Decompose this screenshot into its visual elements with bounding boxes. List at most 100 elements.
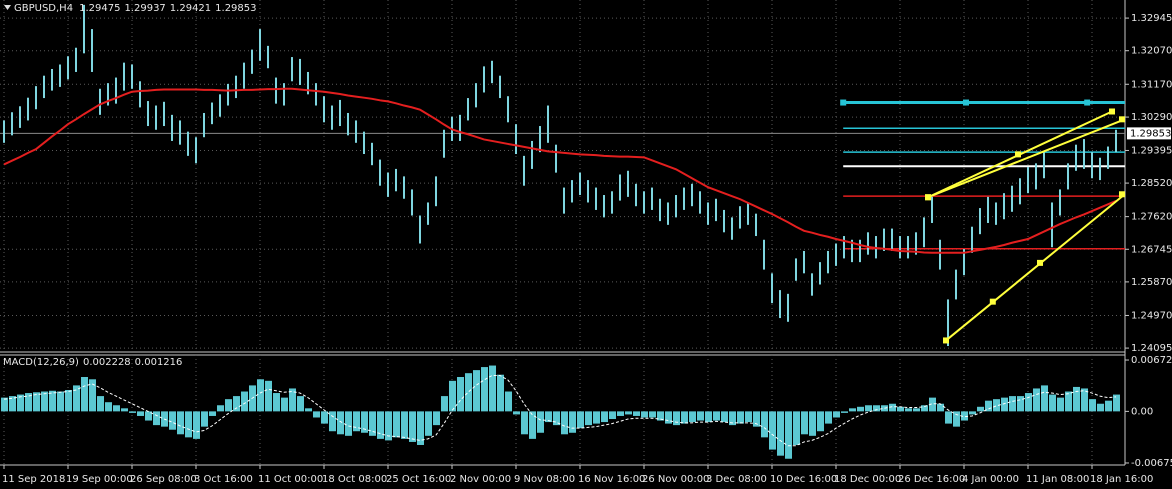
x-tick-label: 3 Dec 08:00 — [706, 474, 767, 485]
y-tick-label: 1.30290 — [1131, 112, 1172, 123]
macd-bar — [497, 374, 504, 412]
macd-bar — [385, 411, 392, 441]
macd-bar — [49, 390, 56, 412]
macd-bar — [233, 396, 240, 412]
macd-bar — [873, 405, 880, 412]
macd-bar — [337, 411, 344, 435]
y-tick-label: 1.25870 — [1131, 277, 1172, 288]
trendline-handle — [1037, 259, 1043, 266]
macd-bar — [217, 405, 224, 412]
macd-bar — [153, 411, 160, 426]
chart-header: GBPUSD,H4 1.29475 1.29937 1.29421 1.29853 — [14, 3, 257, 14]
macd-bar — [489, 365, 496, 412]
macd-bar — [401, 411, 408, 439]
macd-bar — [241, 391, 248, 412]
macd-signal — [3, 374, 1117, 447]
macd-bar — [985, 400, 992, 412]
macd-bar — [33, 392, 40, 412]
high: 1.29937 — [124, 3, 165, 14]
macd-bar — [41, 391, 48, 412]
macd-bar — [761, 411, 768, 438]
macd-bar — [185, 411, 192, 438]
y-tick-label: 1.24095 — [1131, 343, 1172, 354]
macd-bar — [785, 411, 792, 459]
menu-triangle[interactable] — [4, 5, 11, 10]
open: 1.29475 — [79, 3, 120, 14]
x-tick-label: 10 Dec 16:00 — [770, 474, 837, 485]
macd-bar — [465, 373, 472, 412]
macd-bar — [1097, 403, 1104, 412]
y-tick-label: 1.32945 — [1131, 13, 1172, 24]
y-tick-label: 1.32070 — [1131, 46, 1172, 57]
x-tick-label: 25 Oct 16:00 — [386, 474, 451, 485]
macd-bar — [305, 408, 312, 412]
macd-bar — [625, 411, 632, 415]
macd-bar — [1057, 397, 1064, 412]
macd-bar — [1105, 400, 1112, 412]
macd-bar — [281, 397, 288, 412]
macd-bar — [193, 411, 200, 439]
macd-bar — [425, 411, 432, 436]
indicator-name: MACD(12,26,9) — [3, 357, 79, 368]
macd-bar — [265, 380, 272, 412]
x-tick-label: 16 Nov 16:00 — [578, 474, 645, 485]
macd-bar — [801, 411, 808, 435]
x-tick-label: 4 Jan 00:00 — [962, 474, 1019, 485]
trendline-handle — [943, 337, 949, 344]
macd-bar — [1041, 385, 1048, 412]
macd-bar — [929, 397, 936, 412]
macd-bar — [617, 411, 624, 416]
macd-bar — [257, 379, 264, 412]
macd-bar — [1113, 394, 1120, 412]
macd-bar — [977, 406, 984, 412]
macd-bar — [753, 411, 760, 427]
trendline — [945, 193, 1126, 342]
macd-bar — [857, 406, 864, 412]
macd-bar — [377, 411, 384, 439]
x-tick-label: 19 Sep 00:00 — [66, 474, 133, 485]
macd-bar — [417, 411, 424, 445]
macd-bar — [345, 411, 352, 436]
indicator-main: 0.002228 — [83, 357, 131, 368]
macd-bar — [585, 411, 592, 426]
macd-bar — [729, 411, 736, 426]
macd-bar — [1073, 386, 1080, 412]
y-tick-label: 0.006722 — [1131, 355, 1172, 366]
trendline-handle — [989, 298, 996, 305]
macd-bar — [601, 411, 608, 423]
macd-bar — [1065, 391, 1072, 412]
level-handle — [1084, 99, 1091, 106]
macd-bar — [89, 379, 96, 412]
macd-bar — [409, 411, 416, 442]
macd-bar — [441, 396, 448, 412]
macd-bar — [393, 411, 400, 438]
macd-bar — [273, 393, 280, 412]
macd-bar — [913, 408, 920, 412]
x-tick-label: 3 Oct 16:00 — [194, 474, 253, 485]
y-tick-label: 1.31170 — [1131, 79, 1172, 90]
macd-bar — [225, 399, 232, 412]
macd-bar — [513, 411, 520, 415]
macd-bar — [833, 411, 840, 418]
macd-bar — [201, 411, 208, 427]
macd-bar — [353, 411, 360, 432]
macd-bar — [137, 411, 144, 416]
macd-bar — [721, 411, 728, 423]
level-handle — [963, 99, 969, 106]
macd-bar — [673, 411, 680, 426]
macd-bar — [457, 377, 464, 412]
macd-bar — [953, 411, 960, 427]
trendline-handle — [1109, 108, 1115, 115]
trendline-handle — [1119, 191, 1125, 198]
macd-bar — [921, 405, 928, 412]
macd-bar — [113, 405, 120, 412]
x-tick-label: 26 Nov 00:00 — [642, 474, 709, 485]
macd-bar — [1049, 394, 1056, 412]
macd-bar — [641, 411, 648, 418]
x-tick-label: 26 Sep 08:00 — [130, 474, 197, 485]
macd-bar — [289, 388, 296, 412]
macd-bar — [705, 411, 712, 423]
y-tick-label: 1.27620 — [1131, 212, 1172, 223]
macd-bar — [65, 389, 72, 412]
